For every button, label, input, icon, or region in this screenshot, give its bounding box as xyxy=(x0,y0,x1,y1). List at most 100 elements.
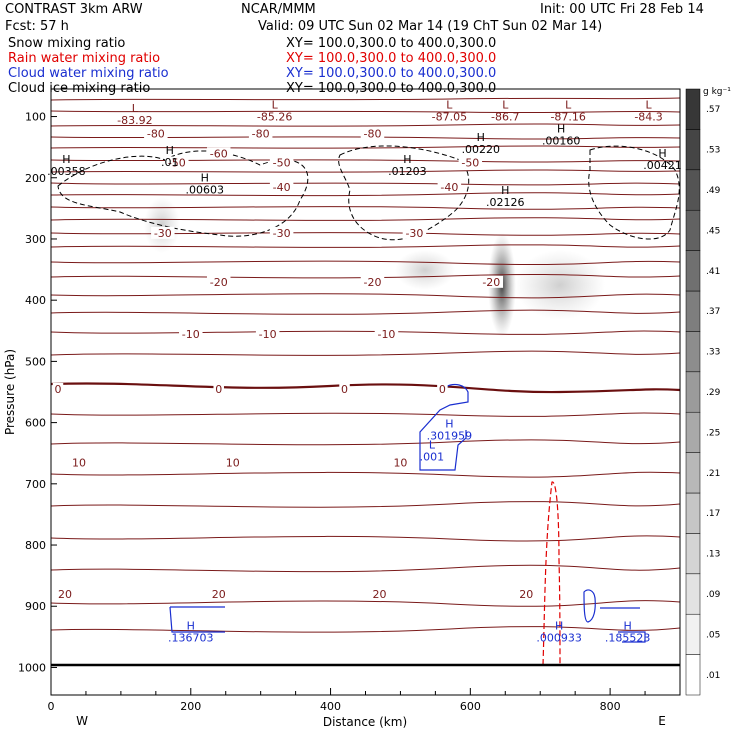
contour-label-bg xyxy=(210,588,228,600)
colorbar-swatch xyxy=(685,533,701,575)
contour-label: 10 xyxy=(226,456,240,469)
contour-label-bg xyxy=(269,156,294,169)
extremum-value: -83.92 xyxy=(117,114,152,127)
contour-label: 20 xyxy=(372,588,386,601)
colorbar-swatch xyxy=(685,209,701,251)
field-rain-name: Rain water mixing ratio xyxy=(8,51,161,66)
contour-label-bg xyxy=(360,127,385,140)
colorbar-swatch xyxy=(685,88,701,130)
y-tick-label: 100 xyxy=(25,111,46,124)
extremum-value: .185523 xyxy=(605,632,651,645)
contour-label: -40 xyxy=(273,181,291,194)
contour-label-bg xyxy=(206,147,231,160)
contour-label: -10 xyxy=(377,328,395,341)
extremum-type: H xyxy=(445,418,453,431)
extremum-type: H xyxy=(555,620,563,633)
field-cloudwater-xy: XY= 100.0,300.0 to 400.0,300.0 xyxy=(286,66,497,81)
agency-label: NCAR/MMM xyxy=(241,2,316,17)
colorbar-label: .53 xyxy=(706,146,720,156)
contour-label-bg xyxy=(437,382,448,395)
contour-label: -40 xyxy=(440,181,458,194)
extremum-value: -86.7 xyxy=(491,111,519,124)
contour-label-bg xyxy=(402,226,427,239)
contour-label-bg xyxy=(255,327,280,340)
colorbar-swatch xyxy=(685,411,701,453)
isotherm-line xyxy=(51,273,680,279)
field-snow-name: Snow mixing ratio xyxy=(8,36,126,51)
colorbar-swatch xyxy=(685,169,701,211)
contour-label: 10 xyxy=(72,456,86,469)
x-tick-label: 0 xyxy=(48,700,55,713)
colorbar-swatch xyxy=(685,129,701,171)
y-tick-label: 800 xyxy=(25,539,46,552)
cloud-water-region-low-east xyxy=(583,589,646,643)
colorbar-label: .25 xyxy=(706,428,720,438)
contour-label: 0 xyxy=(54,383,61,396)
colorbar-unit: g kg⁻¹ xyxy=(703,87,731,97)
y-tick-label: 600 xyxy=(25,417,46,430)
colorbar-swatch xyxy=(685,613,701,655)
extremum-type: L xyxy=(272,99,279,112)
contour-label-bg xyxy=(360,275,385,288)
extremum-type: L xyxy=(565,99,572,112)
contour-label: -20 xyxy=(210,276,228,289)
contour-label: -20 xyxy=(482,276,500,289)
x-axis: 0 200 400 600 800 xyxy=(48,688,681,713)
contour-label-bg xyxy=(458,156,483,169)
cloud-ice-region-west xyxy=(57,150,309,237)
cloud-ice-contours xyxy=(57,145,680,241)
contour-label: -60 xyxy=(210,147,228,160)
init-time: Init: 00 UTC Fri 28 Feb 14 xyxy=(540,2,704,17)
isotherm-line xyxy=(51,600,680,607)
isotherm-line xyxy=(51,350,680,356)
colorbar-label: .13 xyxy=(706,550,720,560)
colorbar-label: .57 xyxy=(706,105,720,115)
contour-labels: -80 -80 -80-60-50 -50 -50-40 -40-30 -30 -30-20-… xyxy=(52,127,535,601)
isotherm-line xyxy=(51,501,680,508)
contour-label: 0 xyxy=(341,383,348,396)
contour-label-bg xyxy=(165,156,189,169)
contour-label-bg xyxy=(56,588,74,600)
contour-label-bg xyxy=(479,275,504,288)
extremum-value: -84.3 xyxy=(634,111,662,124)
contour-label: -80 xyxy=(147,128,165,141)
colorbar-label: .37 xyxy=(706,307,720,317)
contour-label: -30 xyxy=(154,227,172,240)
extremum-value: .301959 xyxy=(427,430,473,443)
contour-label: -10 xyxy=(259,328,277,341)
extremum-type: L xyxy=(502,99,509,112)
contour-label: 20 xyxy=(212,588,226,601)
snow-max-west xyxy=(144,197,180,253)
extremum-type: H xyxy=(623,620,631,633)
isotherm-line xyxy=(51,260,680,266)
colorbar-label: .29 xyxy=(706,388,721,398)
extremum-value: .136703 xyxy=(168,632,214,645)
extremum-type: H xyxy=(477,131,485,144)
extremum-value: .00358 xyxy=(47,165,86,178)
contour-label-bg xyxy=(269,180,294,193)
contour-label-bg xyxy=(374,327,399,340)
extremum-type: L xyxy=(429,438,436,451)
contour-label: 0 xyxy=(215,383,222,396)
isotherm-line xyxy=(51,192,680,197)
colorbar-label: .33 xyxy=(706,348,720,358)
field-cloudwater-name: Cloud water mixing ratio xyxy=(8,66,169,81)
colorbar-swatch xyxy=(685,290,701,332)
colorbar: .01 .05 .09 .13 .17 .21 .25 .29 .33 .37 .41 .45 .49.… xyxy=(685,88,721,696)
cloud-water-region-low-west xyxy=(169,606,225,633)
west-label: W xyxy=(76,714,88,728)
rain-water-contours xyxy=(542,481,561,666)
isotherm-line-zero xyxy=(51,382,680,394)
colorbar-swatch xyxy=(685,573,701,615)
contour-label-bg xyxy=(52,382,64,395)
colorbar-label: .41 xyxy=(706,267,720,277)
contour-label: 20 xyxy=(519,588,533,601)
isotherm-line xyxy=(51,110,680,114)
contour-label-bg xyxy=(206,275,231,288)
y-tick-label: 900 xyxy=(25,600,46,613)
y-tick-label: 300 xyxy=(25,233,46,246)
extremum-type: H xyxy=(403,153,411,166)
extremum-type: H xyxy=(658,147,666,160)
extremum-value: .01203 xyxy=(388,165,427,178)
isotherm-line xyxy=(51,217,680,221)
